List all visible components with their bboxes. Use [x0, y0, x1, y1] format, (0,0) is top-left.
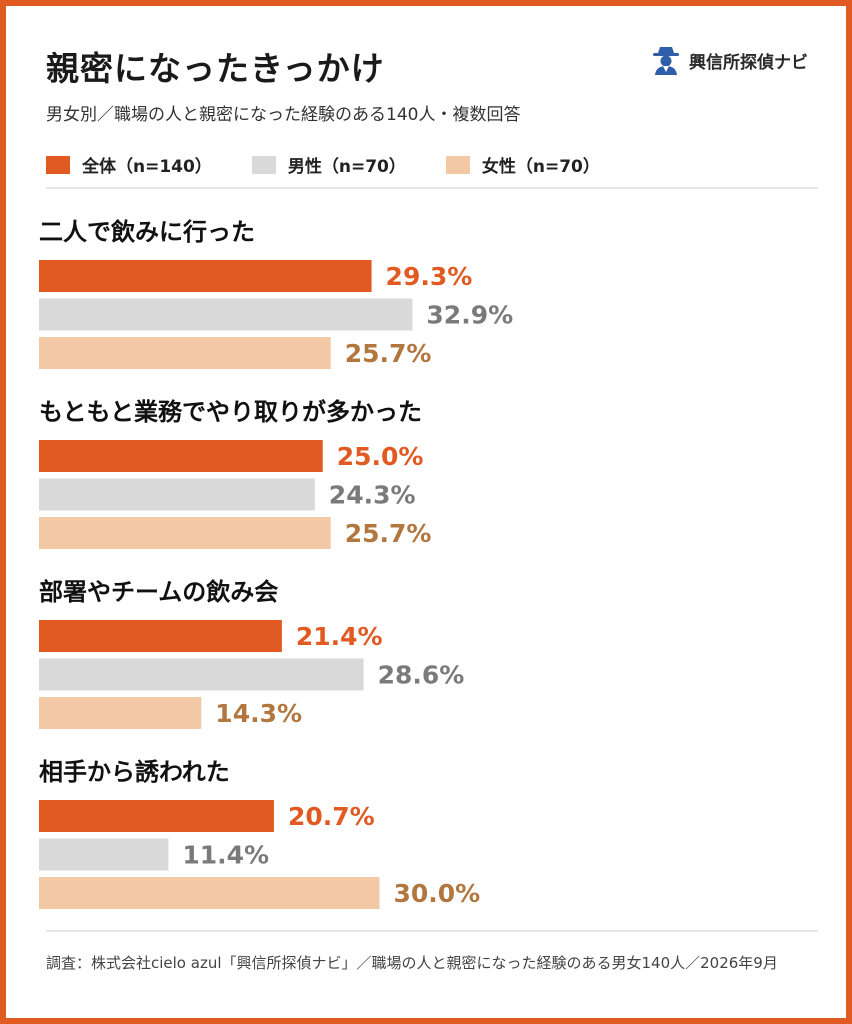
legend: 全体（n=140） 男性（n=70） 女性（n=70） [46, 152, 640, 177]
bar-all [39, 260, 372, 292]
bar-female [39, 877, 380, 909]
legend-swatch-male [251, 155, 276, 174]
value-label-all: 20.7% [288, 802, 375, 831]
legend-label-female: 女性（n=70） [481, 157, 600, 177]
value-label-male: 28.6% [378, 661, 465, 690]
bar-male [39, 478, 315, 511]
chart-title: 親密になったきっかけ [46, 49, 385, 88]
divider-bottom [46, 930, 818, 932]
bar-male [39, 838, 169, 871]
source-note: 調査：株式会社cielo azul「興信所探偵ナビ」／職場の人と親密になった経験… [46, 954, 778, 972]
brand-logo: 興信所探偵ナビ [651, 44, 808, 76]
category-label: もともと業務でやり取りが多かった [39, 398, 422, 426]
value-label-male: 11.4% [182, 841, 269, 870]
bar-female [39, 697, 202, 729]
value-label-female: 30.0% [394, 879, 481, 908]
value-label-male: 32.9% [426, 301, 513, 330]
value-label-all: 21.4% [296, 622, 383, 651]
value-label-all: 29.3% [386, 262, 473, 291]
legend-item-female: 女性（n=70） [445, 152, 600, 177]
legend-item-all: 全体（n=140） [46, 152, 212, 177]
bar-female [39, 517, 331, 549]
legend-swatch-female [445, 155, 470, 174]
legend-label-male: 男性（n=70） [287, 157, 406, 177]
chart-subtitle: 男女別／職場の人と親密になった経験のある140人・複数回答 [46, 105, 521, 125]
category-label: 二人で飲みに行った [39, 218, 255, 246]
legend-item-male: 男性（n=70） [251, 152, 406, 177]
category-label: 部署やチームの飲み会 [39, 578, 278, 606]
legend-label-all: 全体（n=140） [82, 157, 212, 177]
detective-icon [653, 47, 679, 75]
bar-female [39, 337, 331, 369]
value-label-male: 24.3% [329, 481, 416, 510]
bar-male [39, 298, 413, 331]
value-label-female: 25.7% [345, 519, 432, 548]
category-label: 相手から誘われた [39, 758, 230, 786]
value-label-female: 25.7% [345, 339, 432, 368]
bar-all [39, 620, 282, 652]
bar-all [39, 440, 323, 472]
bar-male [39, 658, 364, 691]
value-label-all: 25.0% [337, 442, 424, 471]
bar-chart: 二人で飲みに行った 29.3% 32.9% 25.7% もともと業務でやり取りが多かった… [39, 218, 513, 909]
brand-name: 興信所探偵ナビ [689, 52, 808, 73]
bar-all [39, 800, 274, 832]
divider-top [46, 187, 818, 189]
value-label-female: 14.3% [215, 699, 302, 728]
legend-swatch-all [46, 155, 70, 174]
